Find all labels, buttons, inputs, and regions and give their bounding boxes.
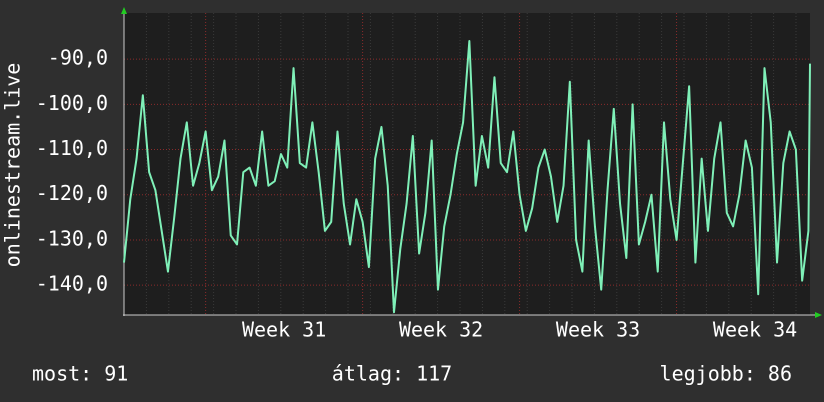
x-tick-label: Week 32 (399, 318, 483, 342)
y-axis-label: onlinestream.live (1, 63, 25, 268)
x-tick-label: Week 31 (242, 318, 326, 342)
x-tick-label: Week 33 (556, 318, 640, 342)
stat-best: legjobb: 86 (660, 362, 792, 386)
y-tick-label: -140,0 (36, 272, 108, 296)
y-tick-label: -130,0 (36, 226, 108, 250)
stat-current: most: 91 (32, 362, 128, 386)
stat-average: átlag: 117 (332, 362, 452, 386)
y-tick-label: -120,0 (36, 181, 108, 205)
y-tick-label: -110,0 (36, 136, 108, 160)
x-tick-label: Week 34 (713, 318, 797, 342)
axis-arrow (815, 312, 822, 318)
y-tick-label: -90,0 (48, 46, 108, 70)
y-tick-label: -100,0 (36, 91, 108, 115)
axis-arrow (121, 7, 127, 14)
data-line (123, 40, 811, 314)
